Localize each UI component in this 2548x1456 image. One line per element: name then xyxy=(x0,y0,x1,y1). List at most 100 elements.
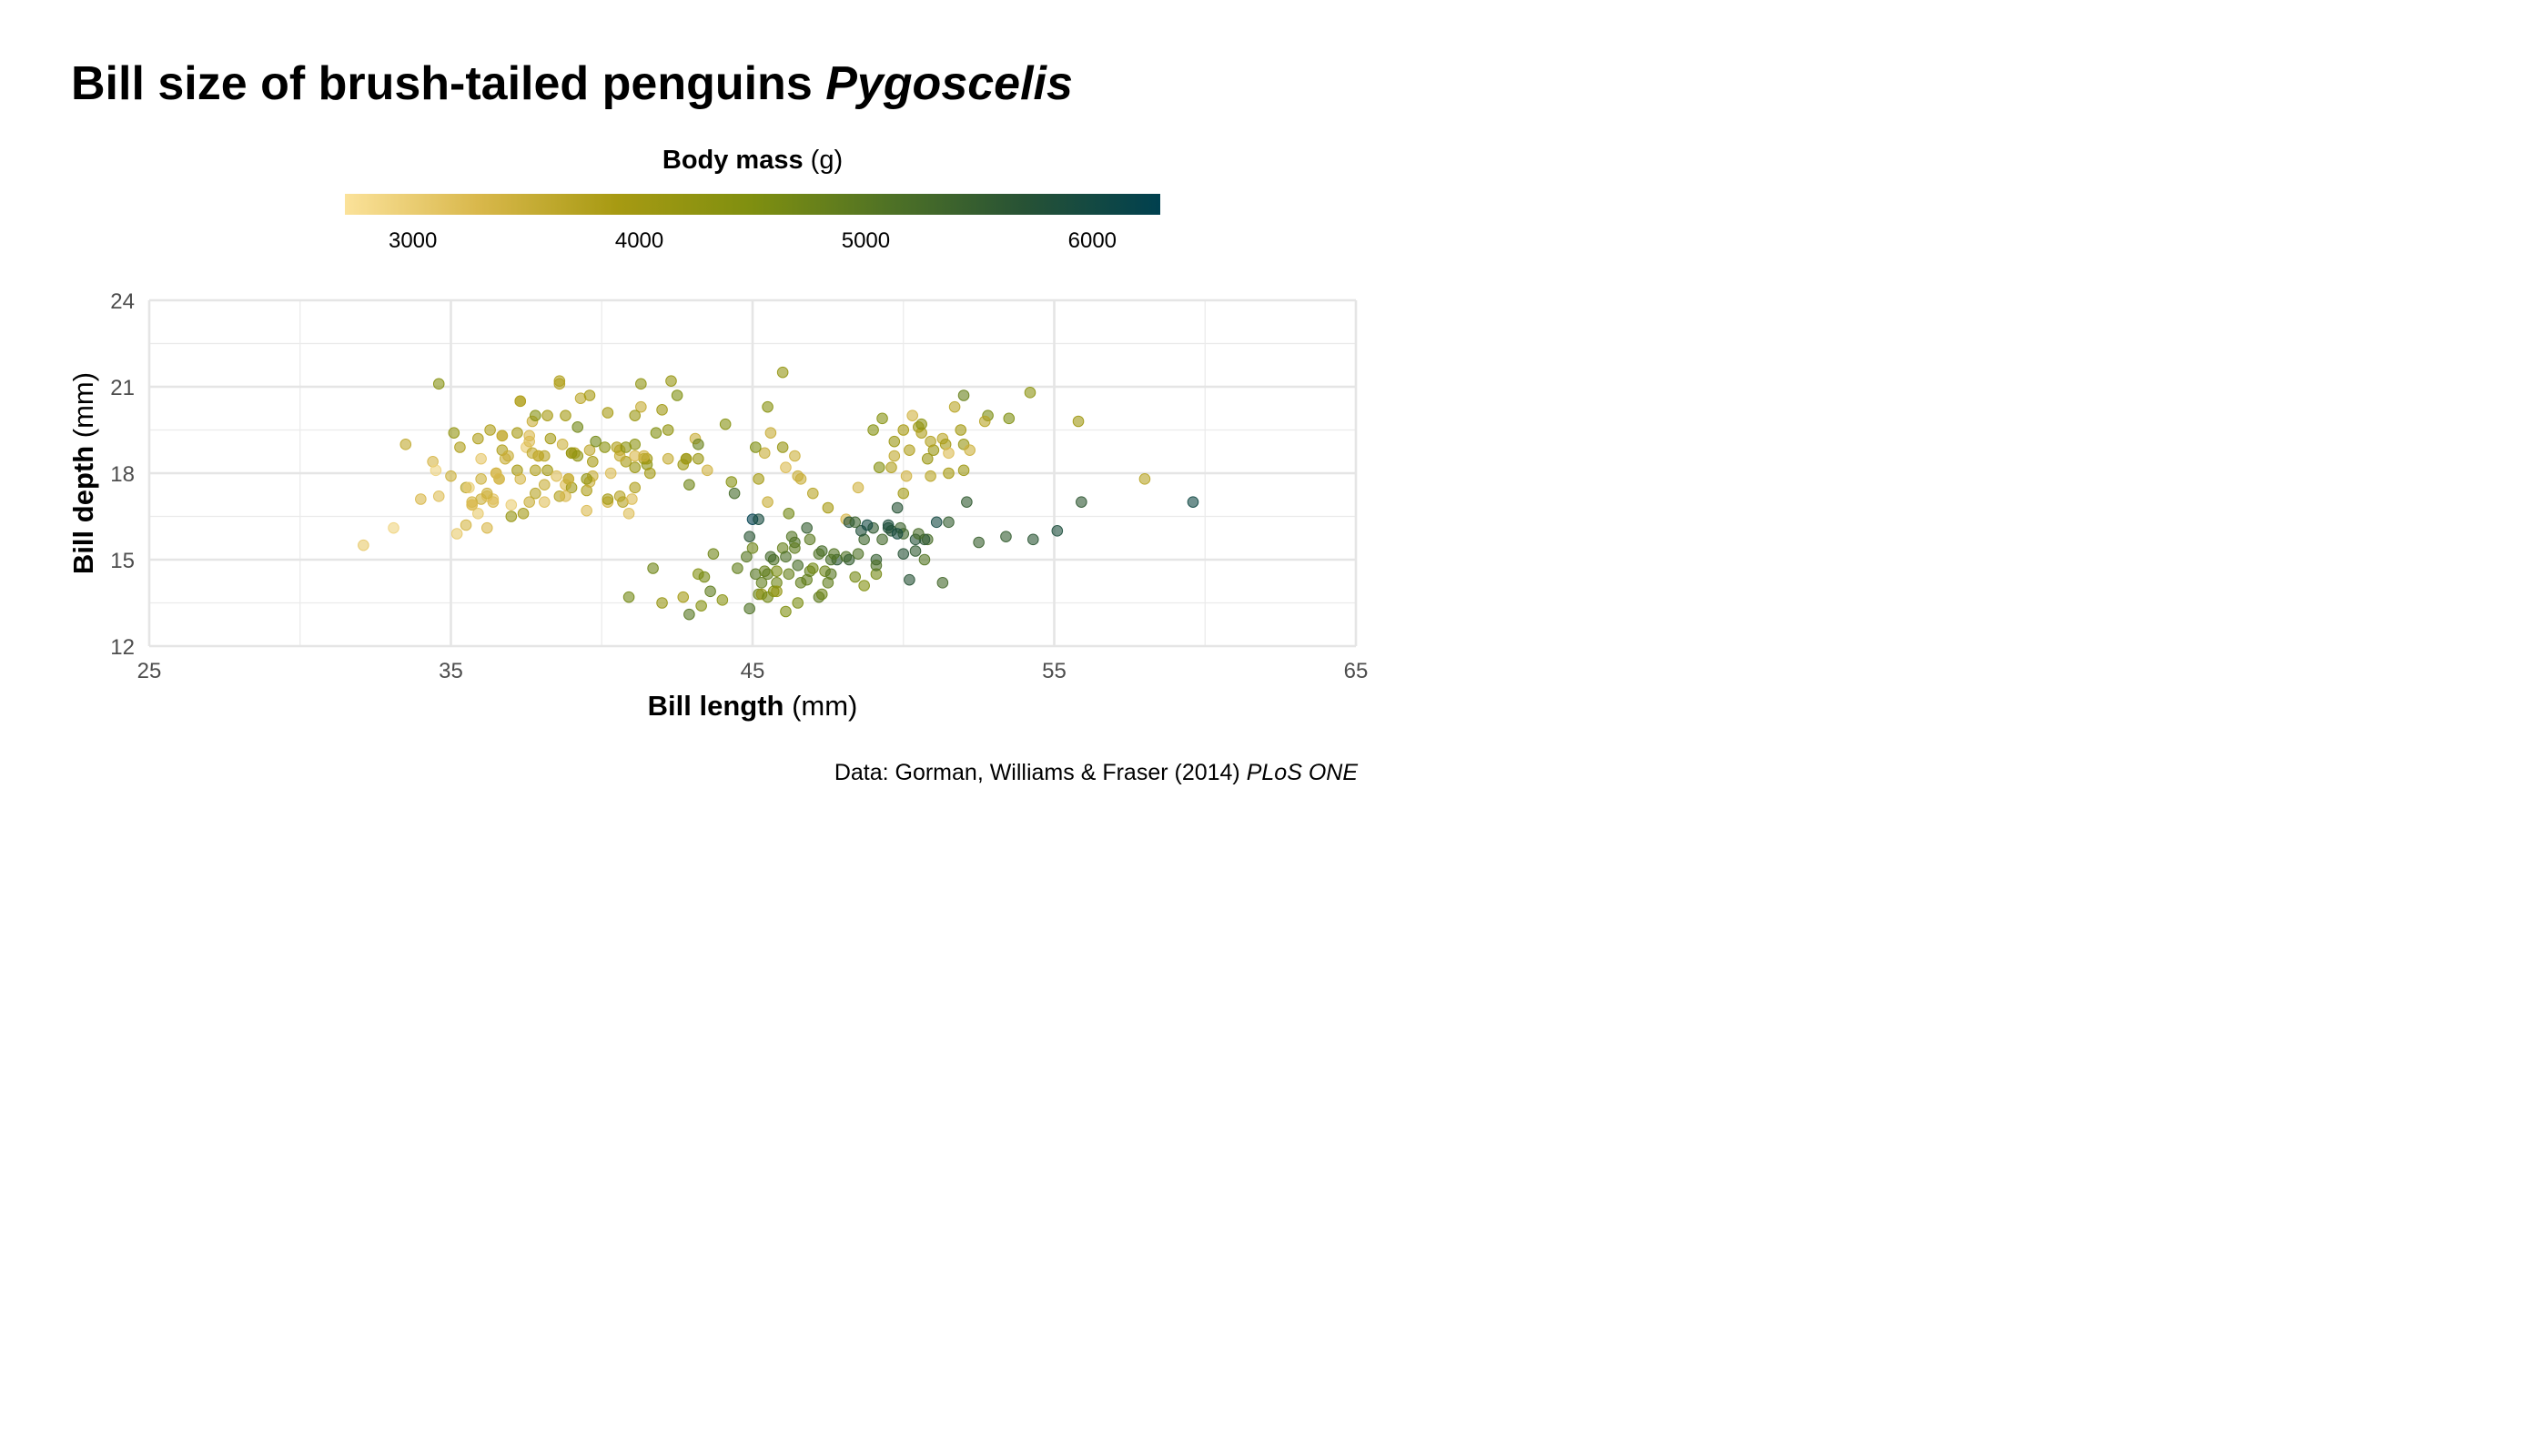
data-point xyxy=(629,410,642,421)
chart-svg: 3000 4000 5000 6000 25 35 45 55 65 12 15 18 21 24 B… xyxy=(67,194,1369,722)
y-tick-label: 21 xyxy=(110,376,135,400)
data-point xyxy=(719,418,732,430)
data-point xyxy=(643,467,656,480)
data-point xyxy=(897,487,910,500)
data-point xyxy=(943,467,955,480)
data-point xyxy=(813,548,825,560)
data-point xyxy=(973,536,985,549)
data-point xyxy=(762,400,774,413)
data-point xyxy=(943,447,955,460)
data-point xyxy=(753,473,764,485)
data-point xyxy=(551,470,562,482)
data-source-caption: Data: Gorman, Williams & Fraser (2014) P… xyxy=(834,760,1358,786)
data-point xyxy=(964,444,976,456)
data-point xyxy=(789,542,801,554)
y-axis-title-bold: Bill depth xyxy=(67,446,99,574)
data-point xyxy=(701,464,713,477)
data-point xyxy=(750,441,762,453)
data-point xyxy=(792,470,804,482)
data-point xyxy=(852,481,864,494)
data-point xyxy=(955,424,967,436)
data-point xyxy=(662,452,674,465)
data-point xyxy=(358,539,369,551)
caption-text: Data: Gorman, Williams & Fraser (2014) xyxy=(834,760,1247,785)
data-point xyxy=(852,548,864,560)
data-point xyxy=(544,432,557,445)
data-point xyxy=(891,528,904,540)
data-point xyxy=(530,487,541,500)
data-point xyxy=(1138,473,1151,485)
data-point xyxy=(647,562,659,574)
data-point xyxy=(556,439,569,450)
data-point xyxy=(538,496,551,508)
legend-title: Body mass (g) xyxy=(345,146,1160,176)
data-point xyxy=(602,493,614,505)
data-point xyxy=(665,375,677,387)
data-point xyxy=(876,412,888,425)
data-point xyxy=(523,496,535,508)
data-point xyxy=(599,441,611,453)
data-point xyxy=(801,521,813,534)
data-point xyxy=(921,452,934,465)
data-point xyxy=(514,473,527,485)
data-point xyxy=(629,481,642,494)
data-point xyxy=(732,562,743,574)
data-point xyxy=(815,588,828,601)
data-point xyxy=(463,481,475,494)
data-point xyxy=(432,490,445,502)
x-tick-label: 65 xyxy=(1344,659,1369,683)
data-point xyxy=(776,366,789,379)
data-point xyxy=(583,389,596,401)
data-point xyxy=(505,511,518,522)
data-point xyxy=(755,577,768,589)
data-point xyxy=(1076,496,1087,508)
y-tick-label: 12 xyxy=(110,635,135,660)
data-point xyxy=(671,389,683,401)
colorbar-ticks: 3000 4000 5000 6000 xyxy=(389,228,1117,253)
data-point xyxy=(897,424,910,436)
data-point xyxy=(695,600,707,612)
x-axis-title: Bill length (mm) xyxy=(648,690,858,722)
data-point xyxy=(571,421,584,433)
data-point xyxy=(448,427,460,439)
data-point xyxy=(776,441,789,453)
data-point xyxy=(764,551,777,563)
data-point xyxy=(415,493,427,505)
data-point xyxy=(583,444,596,456)
y-tick-label: 18 xyxy=(110,462,135,487)
data-point xyxy=(484,424,496,436)
data-point xyxy=(541,464,553,477)
data-point xyxy=(849,516,862,529)
data-point xyxy=(925,470,936,482)
data-point xyxy=(849,571,862,583)
x-tick-label: 45 xyxy=(741,659,765,683)
data-point xyxy=(532,450,544,462)
data-point xyxy=(683,608,695,621)
data-point xyxy=(885,461,897,473)
data-point xyxy=(783,568,795,581)
data-point xyxy=(888,450,901,462)
colorbar-tick-label: 6000 xyxy=(1068,228,1117,253)
data-point xyxy=(780,551,792,563)
data-point xyxy=(565,447,578,460)
data-point xyxy=(662,424,674,436)
data-point xyxy=(758,447,771,460)
data-point xyxy=(780,605,792,618)
data-point xyxy=(650,427,662,439)
colorbar xyxy=(345,194,1160,215)
data-point xyxy=(656,597,668,609)
data-point xyxy=(957,389,970,401)
data-point xyxy=(957,464,970,477)
data-point xyxy=(794,577,807,589)
data-point xyxy=(906,410,918,421)
data-point xyxy=(677,591,690,603)
data-point xyxy=(725,476,738,488)
colorbar-tick-label: 3000 xyxy=(389,228,437,253)
data-point xyxy=(792,560,804,571)
legend-title-unit: (g) xyxy=(803,146,844,175)
data-point xyxy=(626,493,638,505)
data-point xyxy=(948,400,961,413)
data-point xyxy=(909,545,922,557)
data-point xyxy=(882,519,895,531)
data-point xyxy=(620,441,632,453)
